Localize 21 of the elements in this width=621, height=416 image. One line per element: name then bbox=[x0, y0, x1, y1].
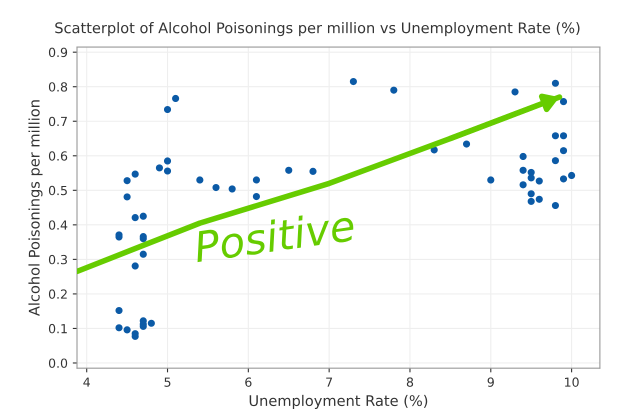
x-tick-label: 9 bbox=[488, 377, 494, 387]
y-tick-label: 0.9 bbox=[48, 48, 68, 58]
y-tick-label: 0.0 bbox=[48, 358, 68, 368]
y-tick-label: 0.5 bbox=[48, 186, 67, 196]
x-tick-label: 10 bbox=[565, 377, 579, 387]
y-axis-title: Alcohol Poisonings per million bbox=[28, 100, 43, 316]
y-tick-label: 0.4 bbox=[48, 220, 68, 230]
y-tick-label: 0.6 bbox=[48, 151, 68, 161]
y-tick-label: 0.7 bbox=[48, 116, 67, 126]
x-tick-label: 7 bbox=[326, 378, 332, 387]
x-axis-title: Unemployment Rate (%) bbox=[250, 394, 428, 409]
x-tick-label: 6 bbox=[245, 377, 252, 387]
y-tick-label: 0.1 bbox=[48, 324, 67, 334]
y-tick-label: 0.2 bbox=[48, 289, 67, 299]
x-tick-label: 5 bbox=[164, 378, 170, 387]
y-tick-label: 0.3 bbox=[48, 254, 67, 264]
x-tick-label: 4 bbox=[83, 378, 90, 387]
y-tick-label: 0.8 bbox=[48, 82, 68, 92]
chart-title: Scatterplot of Alcohol Poisonings per million vs Unemployment Rate (%) bbox=[55, 22, 580, 36]
annotation: Positive bbox=[193, 208, 356, 263]
x-tick-label: 8 bbox=[406, 377, 414, 387]
